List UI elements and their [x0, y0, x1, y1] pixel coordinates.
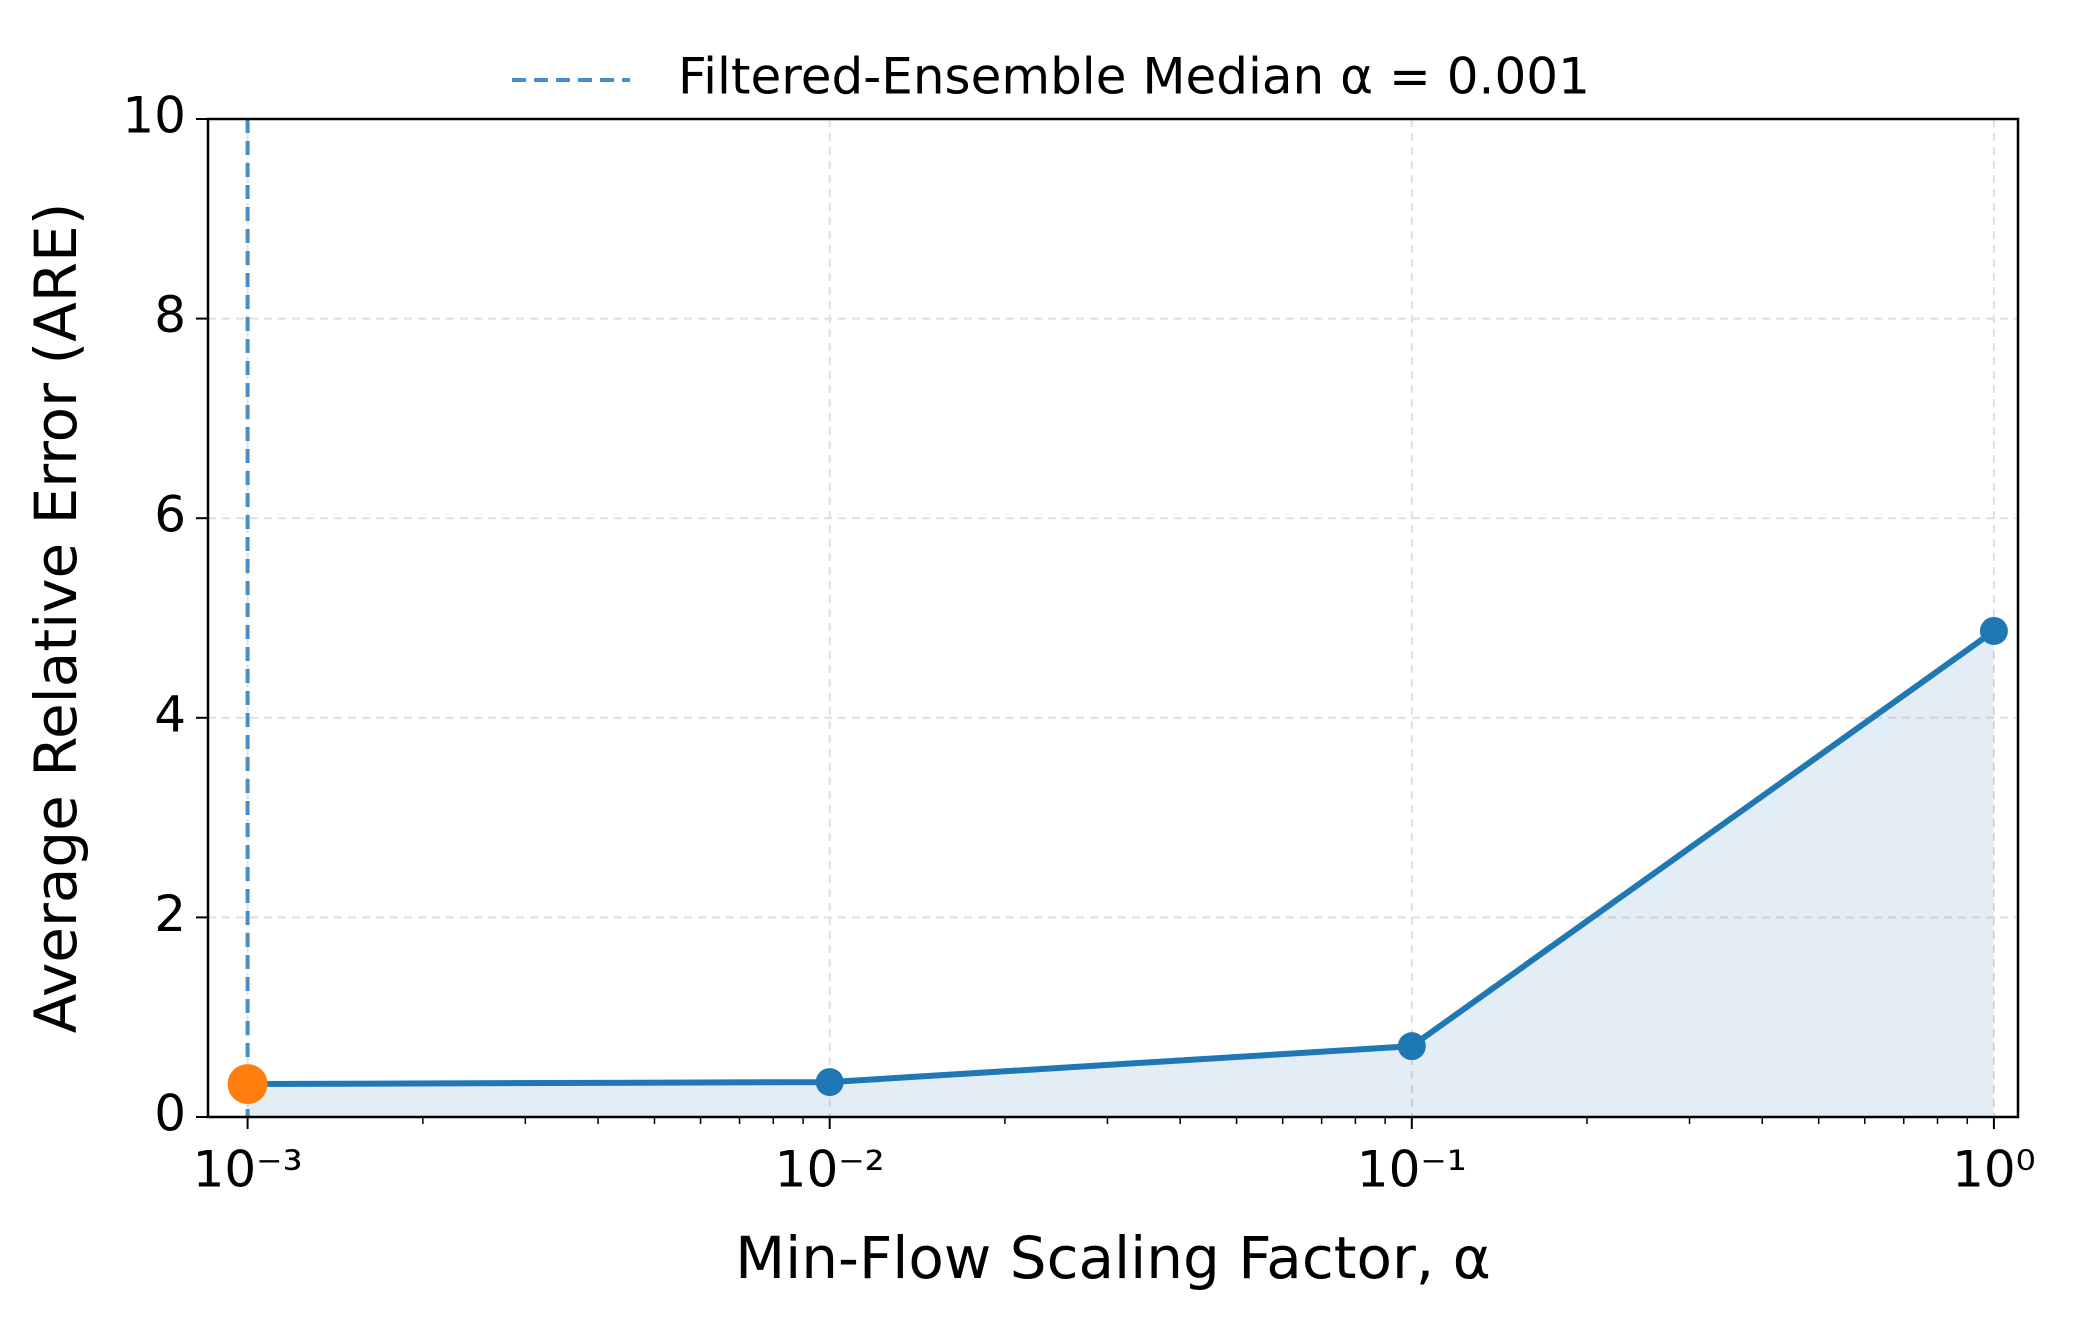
highlight-marker	[227, 1064, 268, 1105]
y-axis-label: Average Relative Error (ARE)	[22, 203, 90, 1034]
y-tick-label: 10	[122, 87, 186, 145]
marker	[1979, 616, 2008, 645]
x-tick-label: 10⁻¹	[1357, 1141, 1467, 1199]
y-tick-label: 4	[154, 685, 186, 743]
x-tick-label: 10⁻²	[775, 1141, 885, 1199]
x-tick-label: 10⁻³	[193, 1141, 303, 1199]
y-tick-label: 8	[154, 286, 186, 344]
marker	[1397, 1032, 1426, 1061]
area	[247, 630, 1994, 1117]
line	[247, 628, 1996, 1088]
y-tick-label: 2	[154, 885, 186, 943]
plot-frame	[206, 117, 2020, 1119]
legend-label: Filtered-Ensemble Median α = 0.001	[678, 48, 1590, 106]
marker	[815, 1068, 844, 1097]
x-tick-label: 10⁰	[1952, 1141, 2036, 1199]
x-axis-label: Min-Flow Scaling Factor, α	[735, 1224, 1491, 1292]
y-tick-label: 6	[154, 486, 186, 544]
y-tick-label: 0	[154, 1085, 186, 1143]
